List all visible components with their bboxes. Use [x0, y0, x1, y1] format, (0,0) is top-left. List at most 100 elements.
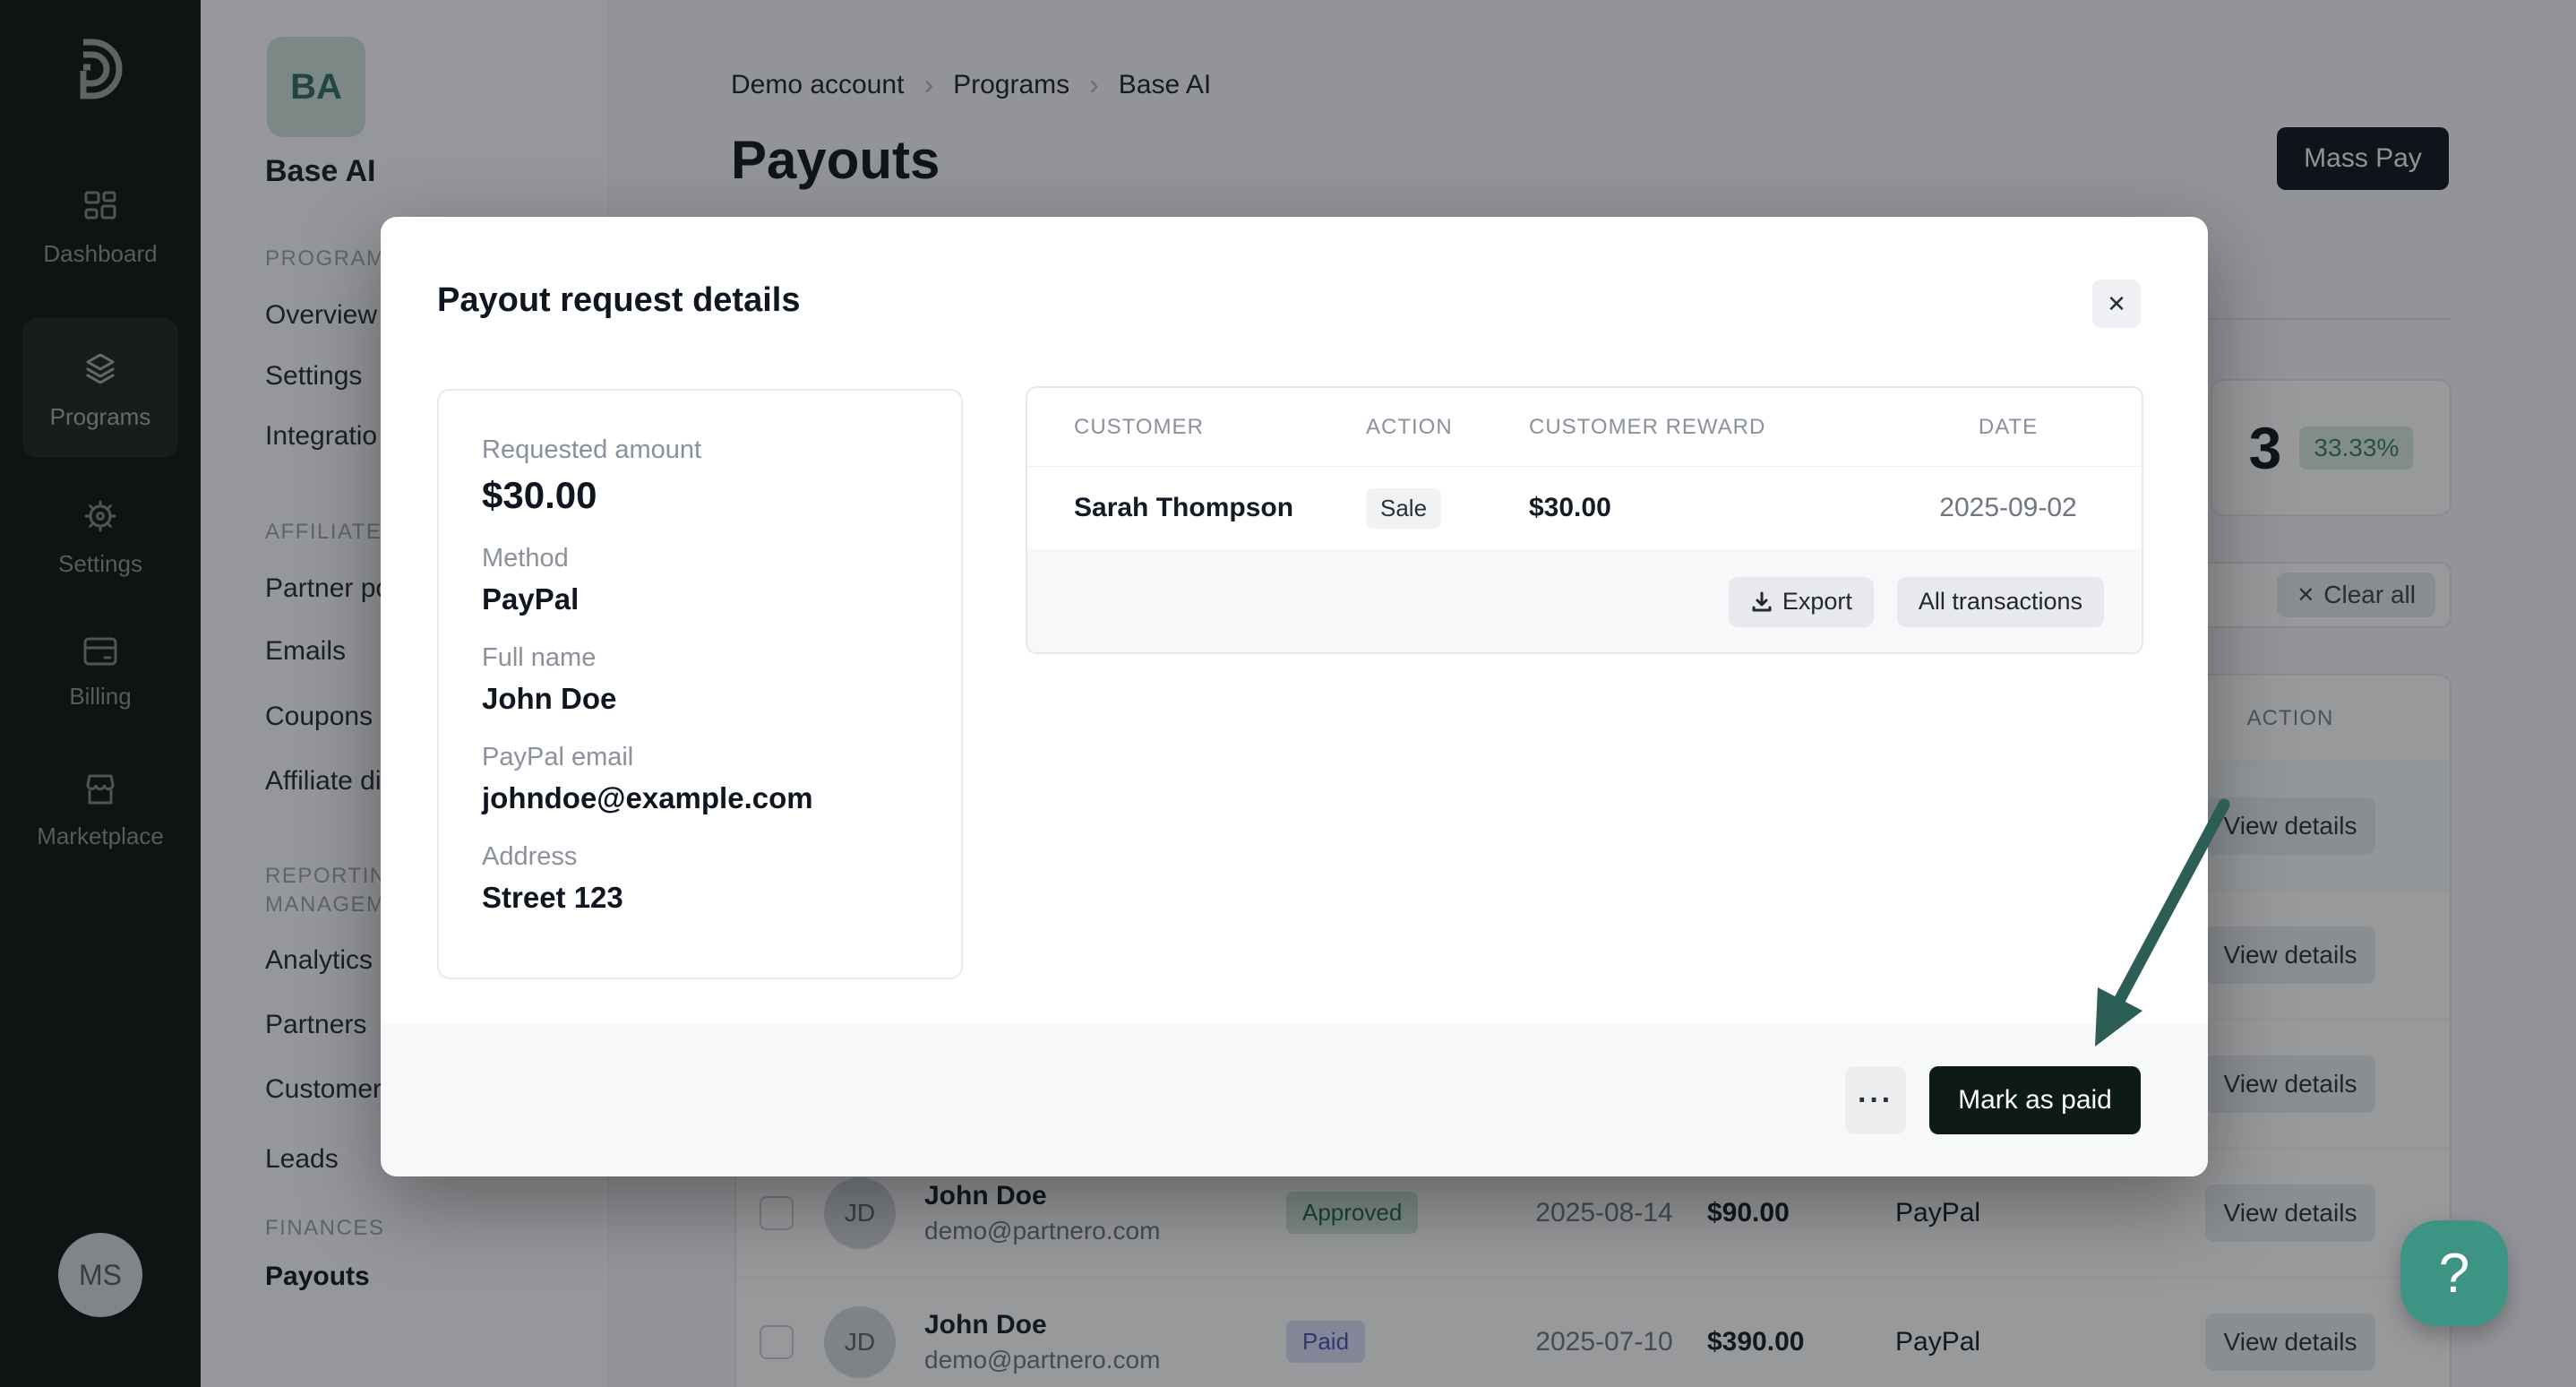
field-label: Requested amount: [482, 435, 702, 464]
transactions-header-row: CUSTOMER ACTION CUSTOMER REWARD DATE: [1027, 388, 2142, 467]
help-button[interactable]: ?: [2400, 1220, 2508, 1326]
nav-item-marketplace[interactable]: Marketplace: [0, 772, 201, 850]
modal-title: Payout request details: [437, 281, 801, 319]
stat-card: 3 33.33%: [2211, 379, 2451, 516]
mark-as-paid-button[interactable]: Mark as paid: [1929, 1066, 2141, 1134]
payout-date: 2025-08-14: [1535, 1197, 1673, 1228]
partner-email: demo@partnero.com: [924, 1345, 1161, 1374]
field-label: Method: [482, 544, 569, 573]
more-options-button[interactable]: ···: [1845, 1066, 1906, 1134]
view-details-button[interactable]: View details: [2205, 1185, 2375, 1242]
mass-pay-button[interactable]: Mass Pay: [2277, 127, 2449, 190]
transactions-table: CUSTOMER ACTION CUSTOMER REWARD DATE Sar…: [1026, 386, 2143, 654]
nav-label-settings: Settings: [58, 550, 142, 577]
partner-name: John Doe: [924, 1309, 1047, 1340]
view-details-button[interactable]: View details: [2205, 797, 2375, 855]
nav-label-dashboard: Dashboard: [43, 240, 158, 267]
nav-label-billing: Billing: [69, 683, 132, 710]
modal-footer: ··· Mark as paid: [381, 1024, 2208, 1176]
program-badge[interactable]: BA: [267, 37, 365, 137]
transactions-footer: Export All transactions: [1027, 549, 2142, 652]
customer-reward: $30.00: [1529, 493, 1611, 522]
chevron-right-icon: ›: [923, 68, 934, 100]
column-header-customer-reward: CUSTOMER REWARD: [1529, 414, 1766, 439]
view-details-button[interactable]: View details: [2205, 926, 2375, 984]
nav-item-settings[interactable]: Settings: [0, 498, 201, 578]
export-label: Export: [1782, 588, 1852, 615]
sidebar-item-affiliate-directory[interactable]: Affiliate di: [265, 766, 382, 796]
column-header-date: DATE: [1978, 414, 2039, 439]
breadcrumb-programs[interactable]: Programs: [953, 69, 1070, 99]
user-avatar[interactable]: MS: [58, 1233, 142, 1317]
sidebar-item-integration[interactable]: Integratio: [265, 421, 378, 451]
field-label: Address: [482, 842, 578, 871]
all-transactions-button[interactable]: All transactions: [1896, 576, 2104, 627]
row-checkbox[interactable]: [760, 1195, 794, 1230]
table-row: JD John Doe demo@partnero.com Paid 2025-…: [736, 1278, 2450, 1387]
payout-amount: $390.00: [1707, 1326, 1805, 1357]
clear-all-button[interactable]: ✕ Clear all: [2277, 573, 2435, 617]
download-icon: [1752, 591, 1772, 611]
sidebar-item-payouts[interactable]: Payouts: [265, 1262, 370, 1291]
section-label-reporting: REPORTING MANAGEM: [265, 864, 405, 917]
sidebar-item-customers[interactable]: Customer: [265, 1074, 382, 1104]
avatar: JD: [824, 1305, 896, 1378]
export-button[interactable]: Export: [1728, 576, 1874, 627]
row-checkbox[interactable]: [760, 1324, 794, 1359]
transaction-row: Sarah Thompson Sale $30.00 2025-09-02: [1027, 467, 2142, 549]
breadcrumb-demo-account[interactable]: Demo account: [731, 69, 905, 99]
sidebar-item-partners[interactable]: Partners: [265, 1010, 367, 1039]
page-title: Payouts: [731, 130, 940, 190]
sidebar-item-analytics[interactable]: Analytics: [265, 945, 374, 975]
section-label-program: PROGRAM: [265, 246, 386, 271]
clear-all-label: Clear all: [2323, 581, 2416, 608]
question-mark-icon: ?: [2438, 1242, 2470, 1305]
stat-percent-badge: 33.33%: [2299, 426, 2414, 470]
close-icon: ✕: [2107, 289, 2126, 317]
nav-item-programs-active-bg: [22, 318, 178, 458]
partnero-logo-icon: [80, 39, 123, 99]
nav-item-programs[interactable]: Programs: [0, 351, 201, 431]
sidebar-item-settings[interactable]: Settings: [265, 361, 363, 391]
layers-icon: [86, 353, 115, 384]
payout-amount: $90.00: [1707, 1197, 1790, 1228]
section-label-finances: FINANCES: [265, 1216, 385, 1240]
avatar: JD: [824, 1176, 896, 1249]
nav-label-programs: Programs: [49, 403, 151, 430]
sidebar-item-overview[interactable]: Overview: [265, 300, 378, 330]
credit-card-icon: [83, 637, 117, 666]
chevron-right-icon: ›: [1089, 68, 1099, 100]
table-row: JD John Doe demo@partnero.com Approved 2…: [736, 1149, 2450, 1278]
status-badge: Paid: [1286, 1321, 1366, 1363]
status-badge: Approved: [1286, 1192, 1419, 1234]
action-badge: Sale: [1366, 487, 1442, 529]
sidebar-item-emails[interactable]: Emails: [265, 636, 347, 666]
sidebar-item-leads[interactable]: Leads: [265, 1144, 339, 1174]
program-name: Base AI: [265, 154, 376, 188]
payout-method: PayPal: [1895, 1326, 1981, 1357]
breadcrumb-base-ai[interactable]: Base AI: [1118, 69, 1212, 99]
address-value: Street 123: [482, 881, 623, 914]
stat-value: 3: [2248, 414, 2282, 481]
payout-date: 2025-07-10: [1535, 1326, 1673, 1357]
column-header-action: ACTION: [1366, 414, 1453, 439]
nav-item-billing[interactable]: Billing: [0, 636, 201, 711]
nav-rail: Dashboard Programs Settings: [0, 0, 201, 1387]
full-name-value: John Doe: [482, 682, 617, 715]
view-details-button[interactable]: View details: [2205, 1314, 2375, 1371]
sidebar-item-coupons[interactable]: Coupons: [265, 702, 374, 731]
storefront-icon: [86, 774, 115, 805]
payout-request-details-modal: Payout request details ✕ Requested amoun…: [381, 217, 2208, 1176]
transaction-date: 2025-09-02: [1939, 493, 2077, 522]
section-label-affiliate: AFFILIATE: [265, 520, 382, 544]
view-details-button[interactable]: View details: [2205, 1055, 2375, 1113]
nav-item-dashboard[interactable]: Dashboard: [0, 190, 201, 268]
ellipsis-icon: ···: [1858, 1082, 1893, 1117]
method-value: PayPal: [482, 582, 580, 616]
close-button[interactable]: ✕: [2092, 280, 2141, 328]
field-label: PayPal email: [482, 743, 634, 771]
sidebar-item-partner-portal[interactable]: Partner po: [265, 573, 391, 603]
payout-details-card: Requested amount $30.00 Method PayPal Fu…: [437, 389, 963, 979]
field-label: Full name: [482, 643, 597, 672]
